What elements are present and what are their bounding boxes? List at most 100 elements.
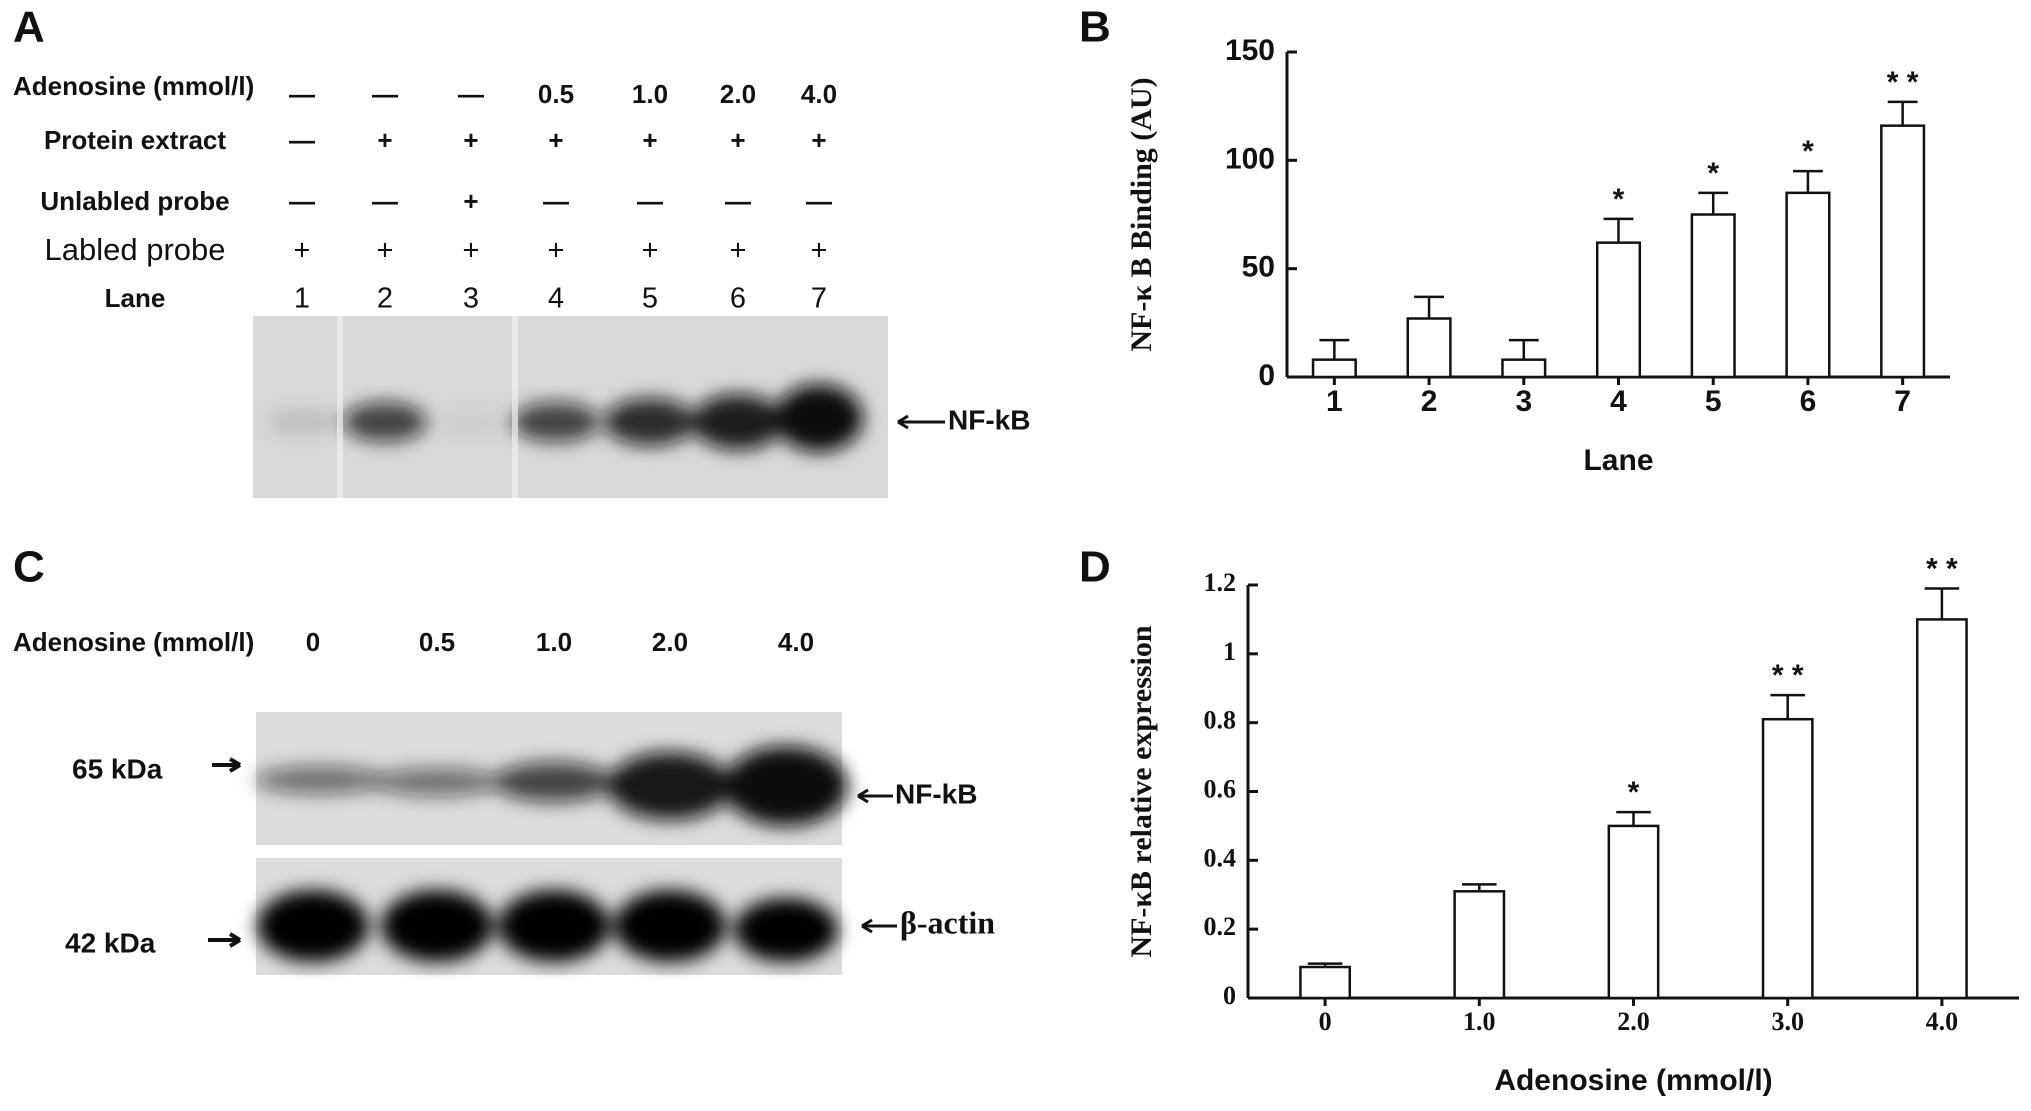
bar (1785, 191, 1831, 379)
cell: 1.0 (632, 79, 668, 109)
x-tick-label: 4.0 (1926, 1007, 1959, 1036)
cell: + (463, 186, 478, 216)
cell: + (377, 125, 392, 155)
cell: 2.0 (720, 79, 756, 109)
gel-a (253, 316, 888, 498)
x-tick-label: 7 (1894, 385, 1911, 418)
cell: 3 (463, 283, 479, 315)
dose: 0 (306, 627, 320, 657)
band-label: NF-kB (948, 404, 1030, 435)
cell: + (294, 235, 311, 267)
row-label: Lane (105, 283, 166, 313)
y-tick-label: 150 (1225, 34, 1275, 67)
dose: 2.0 (652, 627, 688, 657)
error-bar (1414, 295, 1444, 319)
error-bar (1616, 810, 1651, 826)
row-label: Unlabled probe (40, 186, 229, 216)
row-label: Protein extract (44, 125, 226, 155)
bar (1311, 358, 1357, 379)
bar (1607, 824, 1660, 1000)
significance: * * (1887, 66, 1919, 99)
cell: + (463, 125, 478, 155)
row-label: Adenosine (mmol/l) (13, 627, 254, 657)
cell: + (548, 235, 565, 267)
x-tick-label: 6 (1800, 385, 1817, 418)
x-axis-label: Adenosine (mmol/l) (1494, 1064, 1772, 1097)
band-label: β-actin (900, 904, 995, 940)
bar (1595, 241, 1642, 379)
x-tick-label: 3 (1515, 385, 1532, 418)
significance: * * (1926, 552, 1958, 585)
error-bar (1770, 693, 1805, 720)
cell: + (463, 235, 480, 267)
cell: 2 (377, 283, 393, 315)
cell: 7 (811, 283, 827, 315)
bar (1915, 618, 1968, 1000)
x-tick-label: 2.0 (1617, 1007, 1650, 1036)
error-bar (1793, 169, 1823, 193)
panel-label: D (1079, 543, 1111, 592)
significance: * (1707, 157, 1719, 190)
size-label: 42 kDa (65, 927, 156, 958)
significance: * (1628, 776, 1640, 809)
error-bar (1698, 191, 1729, 215)
lane-table: Adenosine (mmol/l) — — — 0.5 1.0 2.0 4.0 Protein… (13, 71, 837, 315)
cell: — (637, 186, 663, 216)
x-tick-label: 2 (1421, 385, 1438, 418)
dose: 4.0 (778, 627, 814, 657)
error-bar (1319, 338, 1350, 360)
bar (1690, 213, 1736, 379)
cell: — (289, 125, 315, 155)
cell: + (730, 125, 745, 155)
error-bar (1603, 217, 1634, 243)
cell: — (458, 79, 484, 109)
x-tick-label: 5 (1705, 385, 1722, 418)
error-bar (1887, 100, 1918, 126)
cell: 1 (294, 283, 310, 315)
row-label: Adenosine (mmol/l) (13, 71, 254, 101)
band-label: NF-kB (895, 778, 977, 809)
cell: — (372, 186, 398, 216)
bar (1299, 965, 1352, 1000)
cell: — (725, 186, 751, 216)
cell: + (642, 235, 659, 267)
dose: 0.5 (419, 627, 455, 657)
cell: — (372, 79, 398, 109)
size-label: 65 kDa (72, 753, 163, 784)
y-tick-label: 0.6 (1204, 774, 1237, 803)
significance: * * (1772, 659, 1804, 692)
x-tick-label: 1.0 (1463, 1007, 1496, 1036)
cell: + (730, 235, 747, 267)
significance: * (1613, 183, 1625, 216)
cell: 5 (642, 283, 658, 315)
y-tick-label: 1 (1223, 637, 1236, 666)
y-axis-label: NF-κB relative expression (1125, 625, 1158, 957)
y-tick-label: 100 (1225, 142, 1275, 175)
x-tick-label: 0 (1319, 1007, 1332, 1036)
cell: — (543, 186, 569, 216)
y-tick-label: 0.2 (1204, 912, 1237, 941)
panel-label: C (13, 543, 45, 592)
cell: + (811, 125, 826, 155)
x-axis-label: Lane (1583, 444, 1653, 477)
y-tick-label: 0 (1223, 981, 1236, 1010)
y-tick-label: 1.2 (1204, 568, 1237, 597)
cell: + (642, 125, 657, 155)
bar (1880, 124, 1926, 379)
bar (1501, 358, 1547, 379)
panel-label: A (13, 3, 45, 52)
x-tick-label: 4 (1610, 385, 1627, 418)
y-tick-label: 50 (1242, 251, 1275, 284)
cell: 4.0 (801, 79, 837, 109)
cell: — (289, 186, 315, 216)
cell: — (806, 186, 832, 216)
cell: + (811, 235, 828, 267)
y-tick-label: 0 (1258, 359, 1275, 392)
y-tick-label: 0.4 (1204, 843, 1237, 872)
y-tick-label: 0.8 (1204, 706, 1237, 735)
blot-actin (256, 858, 842, 975)
panel-label: B (1079, 3, 1111, 52)
x-tick-label: 3.0 (1771, 1007, 1804, 1036)
error-bar (1924, 587, 1960, 620)
